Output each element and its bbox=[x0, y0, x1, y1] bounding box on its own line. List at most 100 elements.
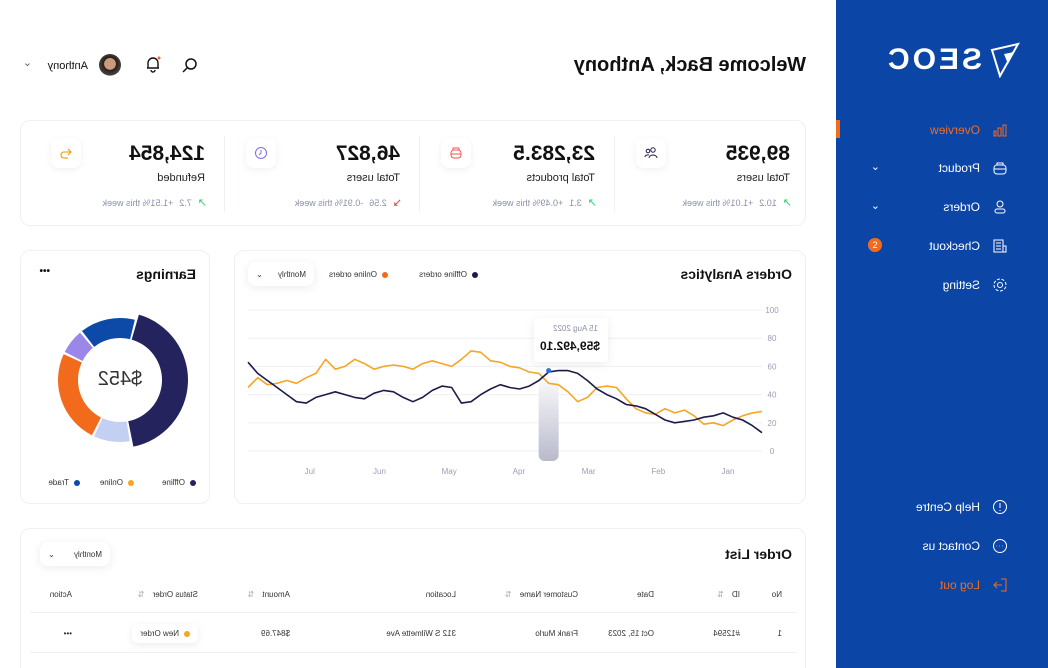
stat-item: 89,935 Total users ↗ 10.2 +1.01% this week bbox=[611, 120, 806, 226]
stat-item: 124,854 Refunded ↗ 7.2 +1.51% this week bbox=[26, 120, 221, 226]
stat-percent: +1.51% this week bbox=[102, 197, 174, 208]
sidebar-item-setting[interactable]: Setting bbox=[943, 275, 1008, 295]
orders-line-chart: 0 20 40 60 80 100 Jan Feb Mar Apr May Jun Jul bbox=[247, 306, 779, 476]
x-tick-label: May bbox=[442, 467, 457, 476]
chevron-down-icon[interactable]: ⌄ bbox=[870, 200, 880, 212]
logo: SEOC bbox=[885, 42, 1020, 78]
x-tick-label: Apr bbox=[513, 467, 526, 476]
highlight-bar bbox=[538, 372, 559, 461]
active-indicator bbox=[836, 120, 840, 138]
legend-trade: Trade bbox=[48, 478, 80, 487]
donut-segment bbox=[64, 332, 93, 361]
legend-online: Online bbox=[100, 478, 134, 487]
x-tick-label: Feb bbox=[651, 467, 665, 476]
analytics-title: Orders Analytics bbox=[680, 266, 792, 282]
earnings-title: Earnings bbox=[136, 266, 196, 282]
legend-dot bbox=[472, 271, 478, 278]
sidebar-item-help-centre[interactable]: Help Centre bbox=[916, 497, 1008, 517]
column-label: Date bbox=[637, 590, 654, 599]
stat-percent: +1.01% this week bbox=[682, 197, 754, 208]
earnings-donut-chart bbox=[58, 314, 188, 447]
user-name[interactable]: Anthony bbox=[47, 60, 88, 72]
y-tick-label: 60 bbox=[768, 362, 777, 371]
bag-icon bbox=[441, 138, 471, 168]
stat-percent: -0.91% this week bbox=[294, 197, 364, 208]
column-header: Location bbox=[426, 590, 456, 599]
logout-icon bbox=[993, 578, 1007, 592]
column-label: Location bbox=[425, 590, 456, 599]
search-icon[interactable] bbox=[182, 57, 198, 73]
stat-value: 46,827 bbox=[335, 142, 400, 165]
x-tick-label: Jul bbox=[305, 467, 315, 476]
stat-trend: ↗ 7.2 +1.51% this week bbox=[102, 196, 207, 209]
order-list-title: Order List bbox=[725, 546, 792, 562]
chevron-down-icon: ⌄ bbox=[48, 549, 55, 559]
y-tick-label: 0 bbox=[770, 447, 775, 456]
x-tick-label: Jun bbox=[373, 467, 386, 476]
sidebar-item-product[interactable]: Product bbox=[939, 158, 1008, 178]
user-icon bbox=[994, 200, 1006, 214]
legend-offline: Offline bbox=[162, 478, 196, 487]
sidebar-item-orders[interactable]: Orders bbox=[943, 197, 1008, 217]
x-tick-label: Jan bbox=[722, 467, 735, 476]
stat-item: 46,827 Total users ↘ 2.56 -0.91% this week bbox=[221, 120, 416, 226]
sidebar-item-overview[interactable]: Overview bbox=[930, 120, 1008, 140]
sort-icon[interactable]: ⇅ bbox=[504, 590, 512, 599]
analytics-period-dropdown[interactable]: Monthly ⌄ bbox=[248, 262, 314, 286]
cell-action[interactable]: ••• bbox=[63, 629, 72, 638]
column-label: Customer Name bbox=[519, 590, 578, 599]
sort-icon[interactable]: ⇅ bbox=[137, 590, 145, 599]
arrow-up-icon: ↗ bbox=[197, 197, 207, 209]
status-dot bbox=[184, 630, 190, 637]
chat-icon bbox=[993, 539, 1007, 553]
sidebar-item-label: Log out bbox=[939, 578, 980, 592]
column-label: No bbox=[771, 590, 782, 599]
stat-value: 89,935 bbox=[725, 142, 790, 165]
column-label: Amount bbox=[262, 590, 290, 599]
receipt-icon bbox=[993, 239, 1007, 253]
column-header[interactable]: Customer Name ⇅ bbox=[505, 590, 578, 599]
legend-dot bbox=[74, 479, 80, 486]
stat-trend: ↘ 2.56 -0.91% this week bbox=[295, 196, 402, 209]
sort-icon[interactable]: ⇅ bbox=[717, 590, 724, 599]
legend-label: Online bbox=[99, 478, 123, 487]
sort-icon[interactable]: ⇅ bbox=[247, 590, 255, 599]
logo-icon bbox=[990, 42, 1020, 78]
y-tick-label: 20 bbox=[768, 419, 777, 428]
x-tick-label: Mar bbox=[582, 467, 596, 476]
column-header[interactable]: Amount ⇅ bbox=[247, 590, 290, 599]
checkout-badge: 2 bbox=[868, 238, 882, 252]
sidebar-item-label: Overview bbox=[929, 123, 980, 137]
legend-dot bbox=[382, 271, 388, 278]
sidebar-item-log-out[interactable]: Log out bbox=[940, 575, 1008, 595]
cell-amount: $847.69 bbox=[261, 629, 290, 638]
series-line-online-orders bbox=[247, 350, 763, 427]
stat-label: Total users bbox=[736, 172, 790, 184]
bell-icon[interactable] bbox=[144, 55, 162, 73]
legend-online: Online orders bbox=[329, 270, 388, 279]
earnings-total: $452 bbox=[97, 368, 143, 390]
chevron-down-icon[interactable]: ⌄ bbox=[870, 161, 880, 173]
order-period-dropdown[interactable]: Monthly ⌄ bbox=[40, 542, 110, 566]
arrow-down-icon: ↘ bbox=[392, 197, 402, 209]
donut-segment-online bbox=[58, 354, 101, 436]
divider bbox=[30, 612, 796, 613]
gear-icon bbox=[993, 278, 1007, 292]
stat-value: 23,283.5 bbox=[513, 142, 595, 165]
donut-segment-offline bbox=[128, 314, 188, 447]
earnings-more-icon[interactable]: ••• bbox=[39, 266, 50, 277]
column-header[interactable]: ID ⇅ bbox=[717, 590, 740, 599]
stat-label: Total products bbox=[526, 172, 595, 184]
legend-dot bbox=[190, 479, 196, 486]
bag-icon bbox=[993, 162, 1007, 175]
stat-percent: +0.49% this week bbox=[492, 197, 564, 208]
sidebar: SEOC Overview Product ⌄ Orders ⌄ Checkou… bbox=[836, 0, 1048, 668]
column-header[interactable]: Status Order ⇅ bbox=[138, 590, 198, 599]
sidebar-item-contact-us[interactable]: Contact us bbox=[923, 536, 1008, 556]
stat-delta: 3.1 bbox=[569, 197, 582, 208]
avatar[interactable] bbox=[99, 54, 121, 76]
sidebar-item-label: Orders bbox=[943, 200, 980, 214]
user-menu-chevron-icon[interactable]: ⌄ bbox=[22, 57, 32, 69]
donut-segment bbox=[94, 418, 130, 442]
sidebar-item-checkout[interactable]: Checkout bbox=[929, 236, 1008, 256]
